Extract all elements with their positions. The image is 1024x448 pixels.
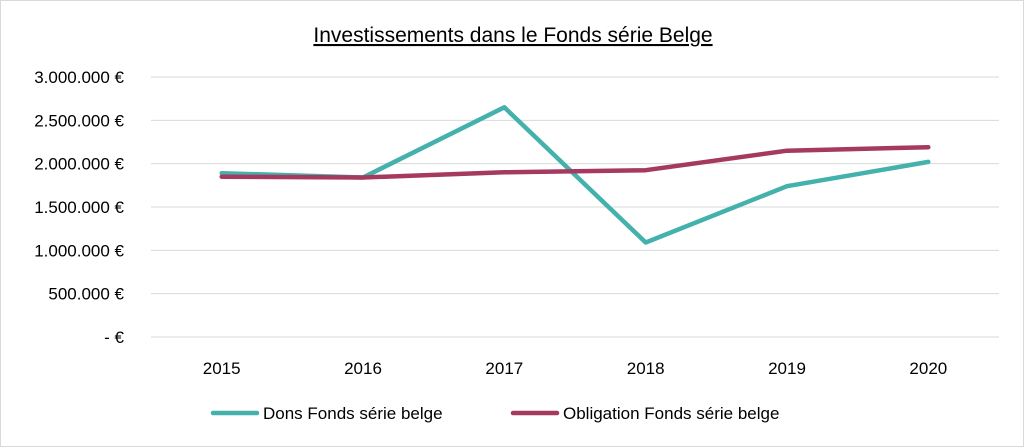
series-lines [222,107,929,242]
x-tick-label: 2017 [485,359,523,378]
legend: Dons Fonds série belge Obligation Fonds s… [213,404,779,423]
chart-title: Investissements dans le Fonds série Belg… [313,24,712,47]
x-tick-label: 2015 [203,359,241,378]
x-axis-ticks: 2015 2016 2017 2018 2019 2020 [203,359,947,378]
x-tick-label: 2020 [909,359,947,378]
y-tick-label: 1.500.000 € [34,198,124,217]
x-tick-label: 2018 [627,359,665,378]
y-tick-label: 1.000.000 € [34,241,124,260]
gridlines [151,77,999,337]
y-tick-label: 3.000.000 € [34,68,124,87]
series-line-1 [222,107,929,242]
x-tick-label: 2016 [344,359,382,378]
y-tick-label: 500.000 € [48,285,124,304]
legend-label-2: Obligation Fonds série belge [563,404,779,423]
legend-label-1: Dons Fonds série belge [263,404,443,423]
y-tick-label: - € [104,328,124,347]
x-tick-label: 2019 [768,359,806,378]
y-tick-label: 2.500.000 € [34,111,124,130]
series-line-2 [222,147,929,177]
y-tick-label: 2.000.000 € [34,155,124,174]
y-axis-ticks: - € 500.000 € 1.000.000 € 1.500.000 € 2.000.… [34,68,124,347]
